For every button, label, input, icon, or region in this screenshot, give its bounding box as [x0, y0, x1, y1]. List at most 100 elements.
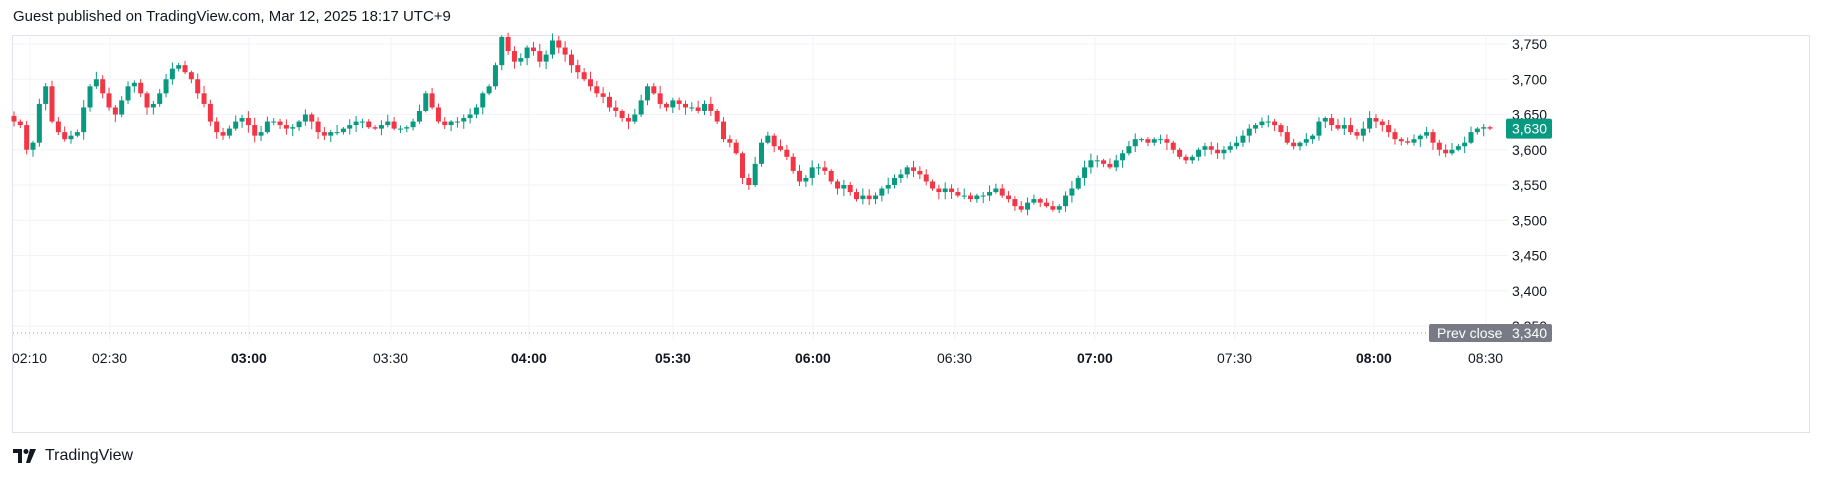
candle — [49, 80, 55, 124]
candle — [290, 124, 296, 137]
candle — [1284, 125, 1290, 145]
candle — [1373, 114, 1379, 128]
candle — [1443, 144, 1449, 158]
candle — [822, 160, 828, 175]
candle — [847, 181, 853, 196]
candle — [321, 126, 327, 141]
last-price-value: 3,630 — [1512, 121, 1547, 137]
candle — [68, 130, 74, 144]
candle — [258, 125, 264, 142]
candle — [923, 169, 929, 186]
candle — [1468, 126, 1474, 145]
candle — [587, 71, 593, 92]
candle — [720, 117, 726, 143]
candle — [797, 164, 803, 187]
candle — [359, 118, 365, 129]
y-tick-label: 3,750 — [1512, 36, 1547, 52]
candle — [1202, 142, 1208, 157]
candle — [112, 104, 118, 123]
candle — [936, 184, 942, 200]
candle — [1037, 197, 1043, 208]
y-tick-label: 3,450 — [1512, 248, 1547, 264]
last-price-badge — [1506, 118, 1552, 139]
candle — [372, 125, 378, 131]
candle — [518, 53, 524, 66]
candle — [1310, 134, 1316, 144]
candle — [106, 87, 112, 111]
candle — [423, 90, 429, 113]
x-tick-label: 08:00 — [1356, 350, 1392, 366]
candle — [36, 98, 42, 147]
candle — [252, 117, 258, 143]
footer-brand[interactable]: TradingView — [13, 447, 133, 465]
candle — [214, 117, 220, 139]
candle — [949, 184, 955, 199]
candle — [1405, 137, 1411, 145]
prev-close-label-badge — [1429, 324, 1527, 343]
x-tick-label: 08:30 — [1468, 350, 1503, 366]
candle — [1088, 153, 1094, 174]
candle — [1094, 155, 1100, 168]
candle — [157, 88, 163, 107]
candle — [980, 191, 986, 204]
x-tick-label: 02:30 — [92, 350, 127, 366]
candle — [1367, 111, 1373, 133]
candle — [1196, 147, 1202, 161]
price-axis[interactable]: 3,750 3,700 3,650 3,600 3,550 3,500 3,450 3,400… — [1512, 36, 1547, 334]
candle — [201, 85, 207, 108]
candle — [993, 183, 999, 194]
candle — [873, 192, 879, 205]
candle — [1436, 139, 1442, 156]
candle — [397, 125, 403, 134]
candle — [1018, 201, 1024, 213]
candle — [581, 67, 587, 82]
candle — [119, 96, 125, 118]
candle — [670, 97, 676, 114]
candle — [898, 169, 904, 183]
candle — [1208, 141, 1214, 155]
candle — [1139, 137, 1145, 143]
candle — [1101, 158, 1107, 168]
candle — [163, 74, 169, 98]
x-tick-label: 07:30 — [1217, 350, 1252, 366]
candle — [562, 41, 568, 62]
y-tick-label: 3,700 — [1512, 71, 1547, 87]
candle — [93, 71, 99, 89]
candle — [739, 151, 745, 185]
candle — [309, 112, 315, 130]
candle — [860, 188, 866, 205]
chart-frame[interactable] — [12, 35, 1810, 433]
candle — [1177, 147, 1183, 160]
candle — [1278, 123, 1284, 137]
candle — [1151, 137, 1157, 146]
candle — [169, 62, 175, 85]
y-tick-label: 3,400 — [1512, 283, 1547, 299]
candle — [62, 126, 68, 142]
candle — [1424, 126, 1430, 139]
candle — [404, 125, 410, 133]
candle — [556, 35, 562, 54]
time-axis[interactable]: 02:10 02:30 03:00 03:30 04:00 05:30 06:00 06:30… — [12, 350, 1503, 366]
candle — [1348, 117, 1354, 135]
candle — [1259, 117, 1265, 128]
candle — [1253, 122, 1259, 134]
candle — [999, 184, 1005, 198]
candle — [1107, 158, 1113, 170]
candle — [1303, 133, 1309, 147]
x-tick-label: 02:10 — [12, 350, 47, 366]
candle — [1487, 125, 1493, 131]
candle — [30, 140, 36, 157]
candlestick-chart[interactable]: 3,750 3,700 3,650 3,600 3,550 3,500 3,450 3,400… — [0, 0, 1826, 440]
candle — [961, 188, 967, 200]
candle — [416, 104, 422, 124]
candle — [1132, 133, 1138, 153]
candle — [942, 182, 948, 200]
candle — [1012, 196, 1018, 211]
candle — [1474, 127, 1480, 135]
candle — [816, 163, 822, 175]
candle — [619, 109, 625, 122]
candle — [1069, 181, 1075, 203]
candle — [233, 115, 239, 131]
prev-close-value: 3,340 — [1512, 325, 1547, 341]
candle — [100, 75, 106, 99]
